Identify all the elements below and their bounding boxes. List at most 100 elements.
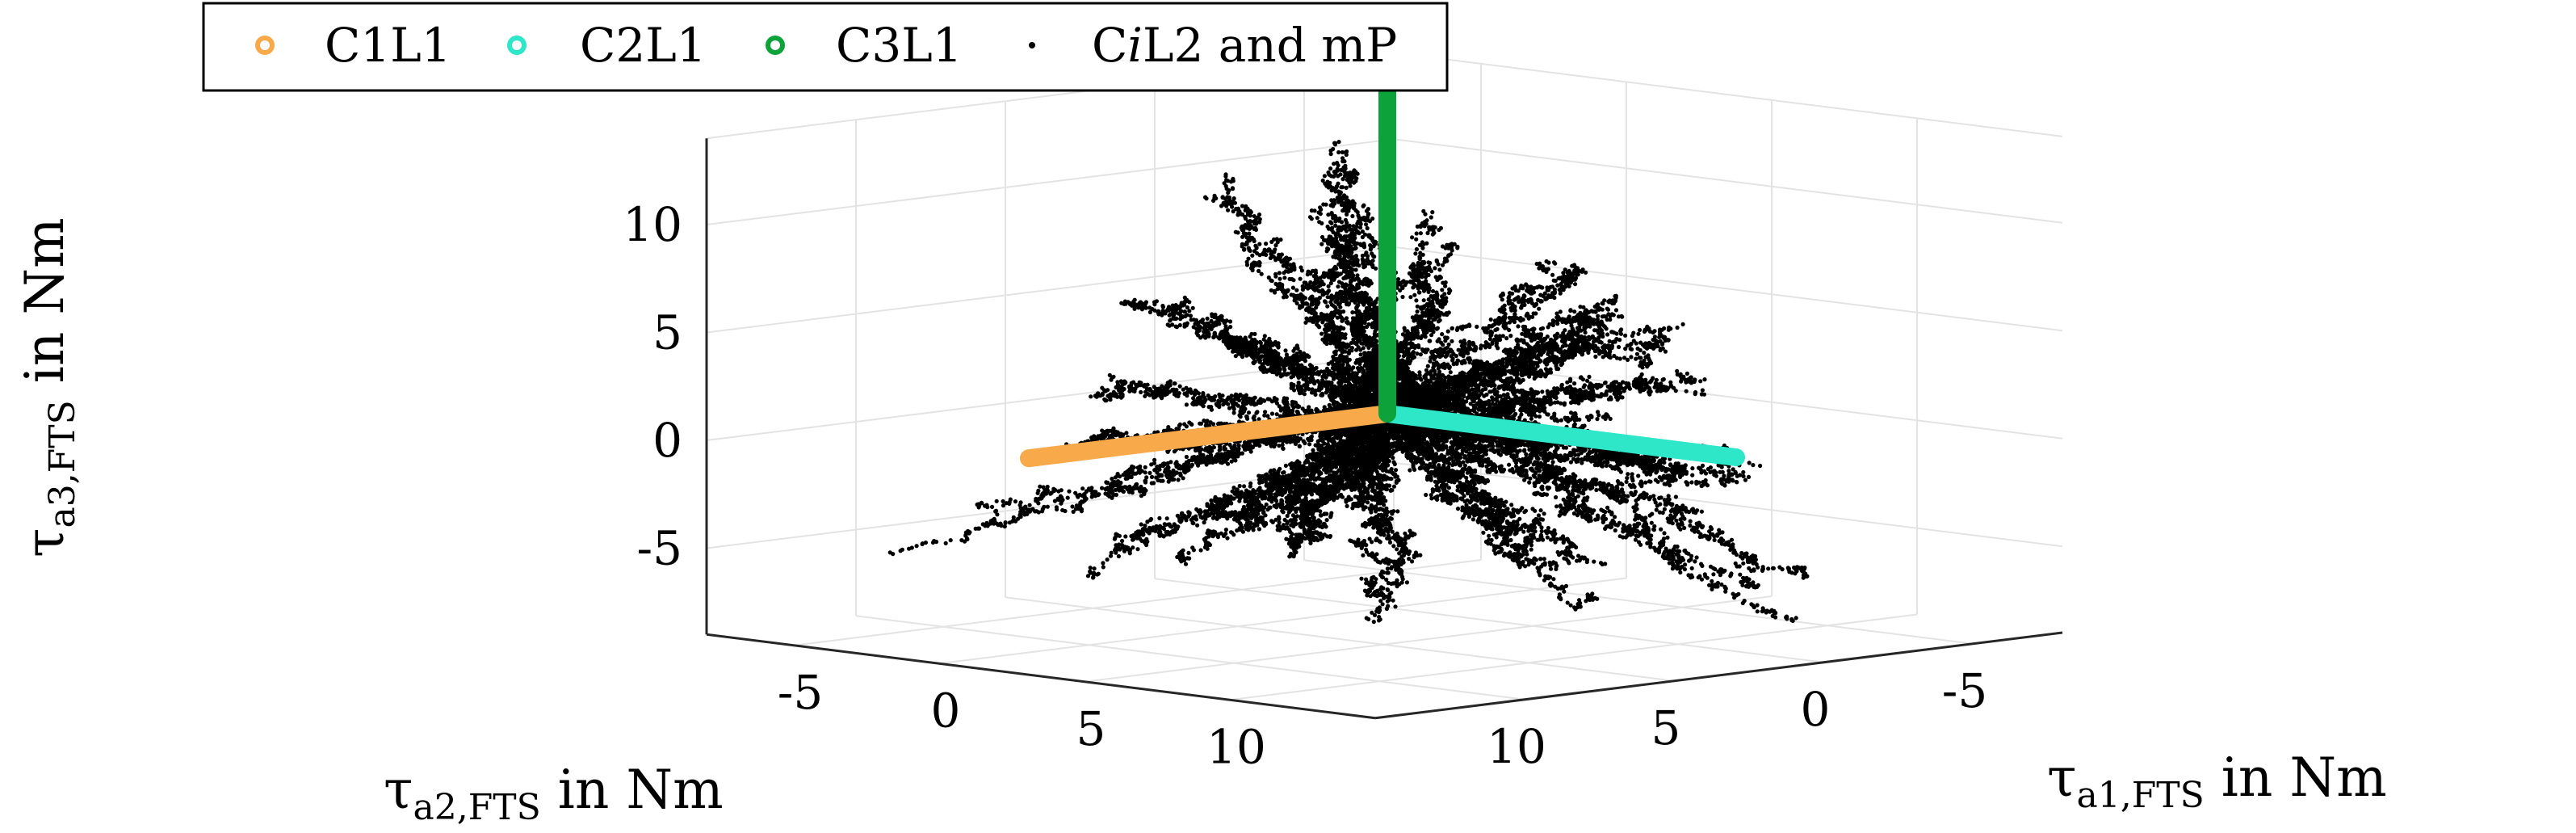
scatter-point	[1655, 343, 1660, 348]
scatter-point	[1507, 294, 1512, 299]
scatter-point	[1568, 308, 1573, 313]
scatter-point	[1609, 330, 1614, 334]
scatter-point	[1628, 347, 1633, 351]
scatter-point	[1482, 368, 1487, 373]
scatter-point	[1548, 402, 1553, 406]
scatter-point	[1657, 330, 1663, 334]
scatter-point	[1583, 316, 1588, 321]
scatter-point	[1699, 483, 1704, 489]
scatter-point	[1684, 380, 1689, 385]
scatter-point	[1530, 364, 1535, 368]
scatter-point	[1538, 368, 1543, 373]
scatter-point	[1593, 354, 1598, 359]
scatter-point	[1581, 395, 1586, 400]
scatter-point	[1735, 480, 1739, 485]
scatter-point	[1741, 473, 1746, 479]
scatter-point	[1714, 470, 1718, 475]
scatter-point	[1483, 326, 1488, 331]
gridline-x-floor	[793, 559, 1482, 646]
scatter-point	[1483, 340, 1488, 345]
scatter-point	[1526, 328, 1531, 333]
scatter-point	[1563, 390, 1568, 395]
scatter-point	[1559, 418, 1563, 423]
scatter-point	[1537, 414, 1542, 419]
scatter-point	[1613, 293, 1618, 298]
scatter-point	[1658, 347, 1663, 353]
scatter-point	[1445, 362, 1450, 367]
scatter-point	[1525, 313, 1529, 318]
scatter-point	[1497, 315, 1502, 321]
scatter-point	[1516, 343, 1521, 347]
scatter-point	[1418, 376, 1423, 381]
scatter-point	[1525, 287, 1530, 292]
scatter-point	[1504, 336, 1509, 341]
scatter-point	[1437, 374, 1442, 379]
scatter-point	[1636, 473, 1641, 478]
scatter-point	[1546, 260, 1551, 265]
scatter-point	[1563, 328, 1567, 333]
scatter-point	[1495, 326, 1500, 331]
scatter-point	[1563, 349, 1567, 354]
scatter-point	[1688, 378, 1693, 383]
scatter-point	[1574, 459, 1579, 465]
scatter-point	[1587, 337, 1592, 342]
scatter-point	[1558, 357, 1563, 362]
scatter-point	[1519, 412, 1524, 417]
scatter-point	[1685, 481, 1690, 486]
scatter-point	[1446, 342, 1451, 347]
gridline-z-wall2	[1393, 461, 2063, 548]
scatter-point	[1580, 320, 1585, 325]
scatter-point	[1638, 340, 1643, 345]
scatter-point	[1436, 396, 1441, 401]
scatter-point	[1492, 383, 1497, 388]
scatter-point	[1700, 463, 1705, 469]
scatter-point	[1699, 392, 1704, 397]
scatter-point	[1433, 368, 1437, 373]
scatter-point	[1528, 372, 1533, 377]
scatter-point	[1626, 383, 1630, 388]
scatter-point	[1702, 377, 1707, 382]
scatter-point	[1555, 390, 1560, 395]
scatter-point	[1587, 374, 1592, 379]
scatter-point	[1504, 377, 1509, 381]
scatter-point	[1601, 414, 1605, 419]
scatter-point	[1585, 378, 1590, 383]
scatter-point	[1498, 307, 1503, 312]
scatter-point	[1450, 385, 1455, 391]
scatter-point	[1700, 388, 1705, 393]
scatter-point	[1538, 373, 1542, 378]
scatter-point	[1441, 373, 1445, 378]
scatter-point	[1596, 383, 1601, 388]
scatter-point	[1562, 401, 1567, 406]
scatter-point	[1475, 324, 1479, 329]
scatter-point	[1605, 332, 1610, 337]
scatter-point	[1579, 334, 1584, 339]
scatter-point	[1548, 367, 1553, 372]
scatter-point	[1608, 416, 1613, 422]
scatter-point	[1572, 277, 1577, 282]
scatter-point	[1495, 389, 1500, 394]
scatter-point	[1643, 386, 1647, 391]
scatter-point	[1550, 343, 1554, 347]
scatter-point	[1648, 379, 1653, 384]
scatter-point	[1567, 284, 1571, 288]
scatter-point	[1588, 413, 1593, 419]
scatter-point	[1483, 378, 1489, 383]
scatter-point	[1459, 399, 1464, 404]
scatter-point	[1516, 288, 1521, 293]
scatter-point	[1567, 355, 1571, 360]
scatter-point	[1567, 347, 1571, 351]
scatter-point	[1546, 351, 1550, 356]
scatter-point	[1690, 473, 1695, 478]
scatter-point	[1680, 322, 1685, 326]
scatter-point	[1500, 292, 1505, 297]
scatter-point	[1599, 319, 1604, 324]
scatter-point	[1575, 326, 1580, 330]
scatter-point	[1451, 397, 1456, 402]
scatter-point	[1500, 334, 1505, 339]
scatter-point	[1434, 360, 1439, 365]
scatter-point	[1595, 417, 1600, 422]
scatter-point	[1693, 389, 1698, 395]
scatter-point	[1466, 351, 1471, 355]
scatter-point	[1479, 405, 1484, 410]
